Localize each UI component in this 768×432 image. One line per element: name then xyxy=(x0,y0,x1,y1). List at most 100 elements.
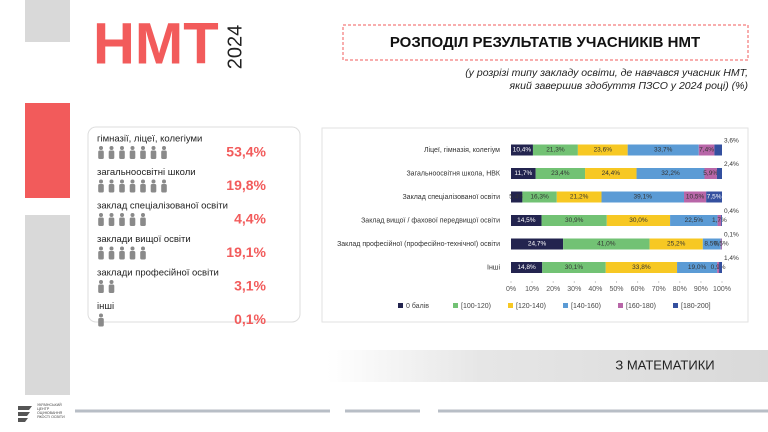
bar-segment xyxy=(511,215,542,226)
group-share: 3,1% xyxy=(234,278,266,294)
person-icon xyxy=(108,150,115,159)
brand: НМТ xyxy=(93,11,219,76)
person-icon xyxy=(98,318,104,327)
person-icon xyxy=(150,184,157,193)
logo: УКРАЇНСЬКИЙ ЦЕНТР ОЦІНЮВАННЯ ЯКОСТІ ОСВІ… xyxy=(18,403,65,422)
legend-swatch xyxy=(673,303,678,308)
legend-swatch xyxy=(618,303,623,308)
person-icon xyxy=(140,251,146,260)
bar-segment xyxy=(627,144,699,156)
legend-swatch xyxy=(508,303,513,308)
value-label: 0,5% xyxy=(714,241,729,248)
legend-swatch xyxy=(453,303,458,308)
x-tick-label: 70% xyxy=(652,286,666,293)
bar-segment xyxy=(532,144,578,156)
bar-segment xyxy=(511,238,564,250)
deco-block xyxy=(25,215,70,395)
title: РОЗПОДІЛ РЕЗУЛЬТАТІВ УЧАСНИКІВ НМТ xyxy=(390,34,700,51)
person-icon xyxy=(99,146,103,150)
person-icon xyxy=(109,213,114,217)
legend-swatch xyxy=(398,303,403,308)
value-label: 32,2% xyxy=(661,170,680,177)
bar-segment xyxy=(511,191,523,203)
x-tick-label: 50% xyxy=(609,286,623,293)
bar-segment xyxy=(601,191,685,203)
bar-segment xyxy=(706,191,722,203)
legend-label: [100-120) xyxy=(461,303,491,310)
person-icon xyxy=(108,251,115,260)
group-label: заклади вищої освіти xyxy=(97,234,191,245)
bar-segment xyxy=(511,144,533,156)
bar-segment xyxy=(721,215,722,226)
value-label: 30,0% xyxy=(629,217,648,224)
person-icon xyxy=(151,179,156,184)
value-label: 8,5% xyxy=(704,241,719,248)
group-share: 53,4% xyxy=(226,144,266,160)
person-icon xyxy=(120,246,124,251)
subtitle: (у розрізі типу закладу освіти, де навча… xyxy=(465,67,748,79)
person-icon xyxy=(109,179,114,184)
value-label: 41,0% xyxy=(597,241,616,248)
bar-segment xyxy=(719,262,722,273)
person-icon xyxy=(129,150,136,159)
value-label: 22,5% xyxy=(685,217,704,224)
category-label: Заклад спеціалізованої освіти xyxy=(402,193,500,201)
group-share: 0,1% xyxy=(234,311,266,327)
bar-segment xyxy=(606,215,671,226)
bar-segment xyxy=(511,168,536,179)
bar-segment xyxy=(717,262,720,273)
group-share: 19,1% xyxy=(226,244,266,260)
bar-segment xyxy=(585,168,637,179)
category-label: Інші xyxy=(487,263,500,271)
person-icon xyxy=(140,217,146,226)
person-icon xyxy=(108,184,115,193)
x-tick-label: 30% xyxy=(567,286,581,293)
x-tick-label: 40% xyxy=(588,286,602,293)
group-label: заклад спеціалізованої освіти xyxy=(97,201,228,212)
value-label: 21,2% xyxy=(570,194,589,201)
bar-segment xyxy=(563,238,650,250)
person-icon xyxy=(130,213,135,217)
value-label: 0,9% xyxy=(711,264,726,271)
title-box xyxy=(342,24,749,61)
person-icon xyxy=(108,217,115,226)
bar-segment xyxy=(522,191,557,203)
logo-text: ЦЕНТР xyxy=(37,407,50,411)
person-icon xyxy=(140,150,146,159)
value-label: 1,7% xyxy=(712,217,727,224)
person-icon xyxy=(99,213,103,217)
legend-swatch xyxy=(563,303,568,308)
group-label: інші xyxy=(97,301,114,312)
person-icon xyxy=(161,150,167,159)
bar-segment xyxy=(605,262,678,273)
group-label: заклади професійної освіти xyxy=(97,268,219,279)
person-icon xyxy=(99,280,103,284)
person-icon xyxy=(141,213,145,217)
value-label: 23,4% xyxy=(551,170,570,177)
person-icon xyxy=(119,150,125,159)
value-label: 30,1% xyxy=(565,264,584,271)
person-icon xyxy=(109,246,114,251)
value-label: 5,9% xyxy=(703,170,718,177)
person-icon xyxy=(130,179,135,184)
value-label: 16,3% xyxy=(530,194,549,201)
value-label: 10,4% xyxy=(513,147,532,154)
x-tick-label: 0% xyxy=(506,286,516,293)
legend-label: [140-160) xyxy=(571,303,601,310)
year: 2024 xyxy=(224,25,246,70)
deco-block xyxy=(25,103,70,198)
person-icon xyxy=(98,217,104,226)
category-label: Заклад професійної (професійно-технічної… xyxy=(337,240,500,248)
value-label: 7,5% xyxy=(707,194,722,201)
x-tick-label: 90% xyxy=(694,286,708,293)
category-label: Загальноосвітня школа, НВК xyxy=(406,169,500,177)
bar-segment xyxy=(577,144,628,156)
bar-segment xyxy=(636,168,705,179)
bar-segment xyxy=(649,238,703,250)
value-label: 14,8% xyxy=(517,264,536,271)
person-icon xyxy=(162,179,166,184)
value-label: 24,4% xyxy=(602,170,621,177)
value-label: 25,2% xyxy=(667,241,686,248)
subtitle: який завершив здобуття ПЗСО у 2024 році)… xyxy=(509,80,748,92)
person-icon xyxy=(120,179,124,184)
